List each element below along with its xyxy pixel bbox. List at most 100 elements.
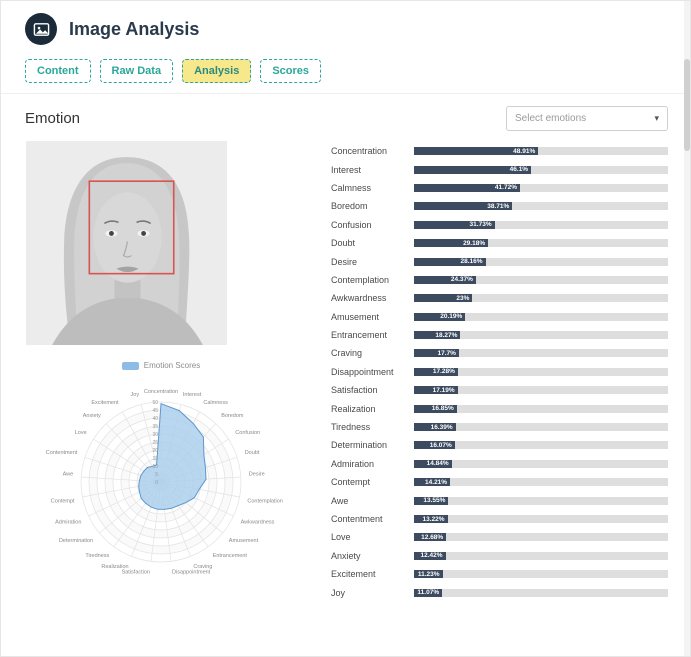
svg-text:40: 40 (152, 416, 158, 422)
bar-label: Joy (331, 587, 346, 598)
page-title: Image Analysis (69, 18, 200, 39)
svg-text:Tiredness: Tiredness (85, 553, 109, 559)
svg-text:45: 45 (152, 408, 158, 414)
bar-fill: 23% (414, 294, 473, 303)
bar-track: 14.84% (414, 459, 668, 468)
bar-row: Awe 13.55% (331, 491, 668, 509)
svg-text:Concentration: Concentration (144, 389, 178, 395)
select-emotions-dropdown[interactable]: Select emotions ▾ (506, 106, 668, 131)
bar-track: 28.16% (414, 257, 668, 266)
photo-icon (33, 22, 49, 36)
svg-text:50: 50 (152, 400, 158, 406)
bar-row: Anxiety 12.42% (331, 547, 668, 565)
svg-text:20: 20 (152, 448, 158, 454)
tab-analysis[interactable]: Analysis (182, 59, 252, 83)
bar-fill: 13.22% (414, 515, 448, 523)
svg-text:Craving: Craving (193, 564, 212, 570)
bar-fill: 14.21% (414, 478, 451, 487)
bar-track: 17.7% (414, 349, 668, 358)
section-title: Emotion (25, 110, 81, 127)
bar-value: 46.1% (509, 166, 529, 174)
svg-text:Awkwardness: Awkwardness (241, 520, 275, 526)
bar-label: Contemplation (331, 274, 390, 285)
page: Image Analysis Content Raw Data Analysis… (1, 1, 690, 615)
bar-fill: 17.7% (414, 349, 459, 358)
bar-value: 28.16% (460, 258, 483, 266)
bar-track: 16.85% (414, 404, 668, 413)
bar-track: 38.71% (414, 202, 668, 211)
bar-label: Love (331, 532, 351, 543)
bar-label: Calmness (331, 182, 372, 193)
bar-fill: 17.19% (414, 386, 458, 395)
bar-value: 23% (456, 294, 470, 302)
chevron-down-icon: ▾ (654, 113, 659, 123)
portrait-image (26, 141, 227, 345)
bar-value: 17.28% (432, 368, 455, 376)
bar-value: 16.39% (430, 423, 453, 431)
scrollbar-thumb[interactable] (684, 59, 690, 151)
svg-text:10: 10 (152, 464, 158, 470)
bar-value: 14.84% (426, 460, 449, 468)
bar-fill: 38.71% (414, 202, 513, 211)
bar-row: Tiredness 16.39% (331, 418, 668, 436)
bar-label: Craving (331, 348, 363, 359)
left-column: Emotion Scores Concentration Interest Calm… (25, 141, 297, 605)
tab-raw-data[interactable]: Raw Data (99, 59, 174, 83)
tab-scores[interactable]: Scores (260, 59, 322, 83)
bar-label: Admiration (331, 458, 375, 469)
radar-legend[interactable]: Emotion Scores (25, 361, 297, 370)
bar-fill: 46.1% (414, 165, 532, 174)
bar-label: Contentment (331, 514, 383, 524)
svg-text:Doubt: Doubt (245, 450, 260, 456)
bar-value: 12.68% (421, 533, 444, 541)
svg-text:Admiration: Admiration (55, 520, 81, 526)
bar-fill: 48.91% (414, 147, 539, 156)
bar-row: Joy 11.07% (331, 583, 668, 601)
bar-label: Tiredness (331, 422, 371, 433)
bar-row: Concentration 48.91% (331, 142, 668, 160)
bar-row: Determination 16.07% (331, 436, 668, 454)
bar-fill: 16.07% (414, 441, 455, 450)
svg-text:Entrancement: Entrancement (213, 553, 248, 559)
svg-text:Excitement: Excitement (91, 400, 119, 406)
bar-track: 23% (414, 294, 668, 303)
legend-swatch (121, 361, 139, 370)
bar-label: Desire (331, 256, 358, 267)
svg-text:Interest: Interest (183, 392, 202, 398)
svg-text:30: 30 (152, 432, 158, 438)
bar-track: 17.28% (414, 367, 668, 376)
bar-value: 12.42% (420, 552, 443, 560)
select-placeholder: Select emotions (515, 113, 587, 124)
bar-value: 17.7% (437, 349, 456, 357)
scrollbar[interactable] (684, 1, 690, 656)
svg-text:0: 0 (155, 480, 158, 486)
svg-text:Contentment: Contentment (46, 450, 78, 456)
bar-value: 20.19% (440, 313, 463, 321)
bar-row: Satisfaction 17.19% (331, 381, 668, 399)
bar-value: 11.07% (417, 589, 440, 597)
bar-track: 13.55% (414, 496, 668, 505)
bar-fill: 24.37% (414, 275, 476, 284)
bar-fill: 28.16% (414, 257, 486, 266)
bar-value: 13.55% (423, 497, 446, 505)
bar-label: Anxiety (331, 550, 361, 561)
bar-label: Interest (331, 164, 362, 175)
bar-track: 11.07% (414, 588, 668, 597)
bar-label: Doubt (331, 238, 356, 249)
tab-content[interactable]: Content (25, 59, 91, 83)
bar-label: Excitement (331, 569, 376, 580)
bar-value: 11.23% (417, 570, 440, 578)
svg-text:25: 25 (152, 440, 158, 446)
bar-fill: 13.55% (414, 496, 449, 505)
main: Emotion Scores Concentration Interest Calm… (25, 141, 668, 605)
svg-text:Anxiety: Anxiety (83, 413, 101, 419)
radar-chart-wrap: Concentration Interest Calmness Boredom Conf… (25, 372, 297, 605)
svg-text:Satisfaction: Satisfaction (122, 569, 150, 575)
svg-text:Amusement: Amusement (229, 538, 259, 544)
bar-track: 20.19% (414, 312, 668, 321)
svg-text:Awe: Awe (63, 472, 74, 478)
bar-fill: 29.18% (414, 239, 489, 248)
bar-value: 14.21% (425, 478, 448, 486)
bar-fill: 31.73% (414, 220, 495, 229)
